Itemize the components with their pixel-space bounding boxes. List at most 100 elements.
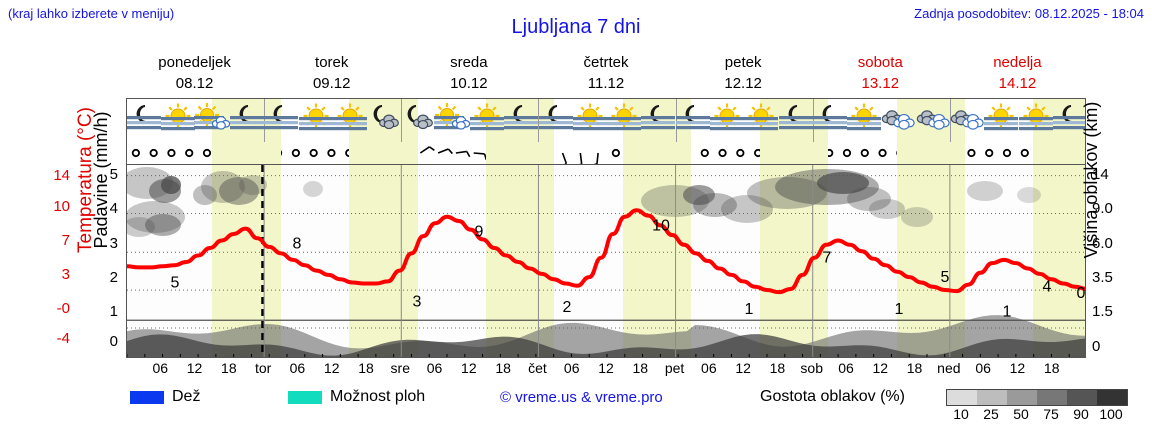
cloud-height-tick: 14 bbox=[1092, 166, 1109, 183]
day-name: petek bbox=[724, 54, 762, 71]
moon-cloud-icon bbox=[398, 101, 438, 141]
plot-svg: 5 8 3 9 2 10 1 7 1 5 1 4 0 bbox=[127, 165, 1085, 357]
day-date: 12.12 bbox=[724, 75, 762, 92]
time-tick-label: 12 bbox=[1009, 360, 1026, 376]
location-menu-note[interactable]: (kraj lahko izberete v meniju) bbox=[8, 6, 175, 21]
rain-legend-swatch bbox=[130, 391, 164, 404]
showers-legend-swatch bbox=[288, 391, 322, 404]
cloud-icon bbox=[913, 101, 953, 141]
cloud-density-gradient-bar bbox=[946, 389, 1128, 406]
temperature-point-label: 1 bbox=[895, 301, 904, 318]
day-header-torek: torek 09.12 bbox=[263, 52, 400, 96]
moon-cloud-icon bbox=[364, 101, 404, 141]
time-tick-label: ned bbox=[937, 360, 961, 376]
time-tick-label: 18 bbox=[1043, 360, 1060, 376]
day-name: ponedeljek bbox=[158, 54, 231, 71]
plot-daylight-band bbox=[623, 165, 692, 357]
time-tick-label: sre bbox=[390, 360, 411, 376]
temperature-point-label: 5 bbox=[941, 269, 950, 286]
time-tick-label: 18 bbox=[769, 360, 786, 376]
temperature-curve bbox=[127, 208, 1085, 295]
wind-daylight-band bbox=[349, 142, 419, 164]
day-name: sreda bbox=[450, 54, 488, 71]
cloud-density-swatch bbox=[1097, 390, 1127, 405]
moon-icon bbox=[261, 101, 301, 141]
wind-daylight-band bbox=[486, 142, 555, 164]
icon-daylight-band bbox=[1033, 99, 1085, 142]
day-header-row: ponedeljek 08.12 torek 09.12 sreda 10.12 četrt… bbox=[126, 52, 1086, 96]
day-date: 10.12 bbox=[450, 75, 488, 92]
moon-icon bbox=[501, 101, 541, 141]
wind-daylight-band bbox=[760, 142, 829, 164]
cloud-density-swatch bbox=[1067, 390, 1097, 405]
time-tick-label: 06 bbox=[563, 360, 580, 376]
temperature-point-label: 1 bbox=[745, 301, 754, 318]
precipitation-tick: 3 bbox=[109, 235, 118, 252]
time-tick-label: 18 bbox=[632, 360, 649, 376]
cloud-height-tick: 3.5 bbox=[1092, 269, 1113, 286]
temperature-point-label: 3 bbox=[413, 294, 422, 311]
moon-icon bbox=[1050, 101, 1085, 141]
day-separator bbox=[675, 99, 677, 142]
sun-icon bbox=[1016, 101, 1056, 141]
day-separator bbox=[949, 99, 951, 142]
sun-icon bbox=[296, 101, 336, 141]
cloud-density-tick: 75 bbox=[1043, 406, 1059, 422]
sun-icon bbox=[981, 101, 1021, 141]
time-tick-label: 12 bbox=[461, 360, 477, 376]
time-tick-label: 06 bbox=[289, 360, 306, 376]
temperature-point-label: 10 bbox=[652, 217, 670, 234]
temperature-point-label: 1 bbox=[1003, 303, 1012, 320]
day-date: 14.12 bbox=[998, 75, 1037, 92]
temperature-tick: 7 bbox=[61, 232, 70, 249]
temperature-tick: 3 bbox=[61, 266, 70, 283]
moon-icon bbox=[638, 101, 678, 141]
time-tick-label: 06 bbox=[701, 360, 717, 376]
cloud-density-tick: 90 bbox=[1073, 406, 1089, 422]
copyright-label[interactable]: © vreme.us & vreme.pro bbox=[500, 389, 663, 406]
plot-daylight-band bbox=[760, 165, 829, 357]
cloud-icon bbox=[878, 101, 918, 141]
cloud-height-tick: 9.0 bbox=[1092, 200, 1113, 217]
moon-icon bbox=[127, 101, 164, 141]
day-header-nedelja: nedelja 14.12 bbox=[949, 52, 1086, 96]
sun-icon bbox=[844, 101, 884, 141]
sun-icon bbox=[158, 101, 198, 141]
time-tick-label: 12 bbox=[872, 360, 889, 376]
time-tick-label: sob bbox=[800, 360, 823, 376]
rain-legend-label: Dež bbox=[172, 388, 201, 405]
meteogram-plot: 5 8 3 9 2 10 1 7 1 5 1 4 0 bbox=[126, 164, 1086, 358]
wind-daylight-band bbox=[623, 142, 692, 164]
day-header-ponedeljek: ponedeljek 08.12 bbox=[126, 52, 263, 96]
time-tick-label: 18 bbox=[358, 360, 374, 376]
day-name: torek bbox=[315, 54, 349, 71]
day-name: četrtek bbox=[583, 54, 629, 71]
time-tick-label: 12 bbox=[186, 360, 203, 376]
showers-legend-label: Možnost ploh bbox=[330, 388, 426, 405]
wind-daylight-band bbox=[1033, 142, 1085, 164]
temperature-tick: -4 bbox=[56, 330, 70, 347]
precipitation-tick: 2 bbox=[109, 269, 118, 286]
day-separator bbox=[264, 99, 266, 142]
day-header-sreda: sreda 10.12 bbox=[400, 52, 537, 96]
day-header-sobota: sobota 13.12 bbox=[812, 52, 949, 96]
day-separator bbox=[812, 99, 814, 142]
time-tick-label: 18 bbox=[906, 360, 923, 376]
cloud-density-field bbox=[127, 167, 1085, 357]
wind-barb-strip bbox=[126, 142, 1086, 164]
cloud-density-tick-labels: 10 25 50 75 90 100 bbox=[946, 406, 1126, 422]
day-date: 13.12 bbox=[861, 75, 900, 92]
time-tick-label: pet bbox=[664, 360, 685, 376]
moon-icon bbox=[673, 101, 713, 141]
day-header-četrtek: četrtek 11.12 bbox=[537, 52, 674, 96]
cloud-height-tick: 6.0 bbox=[1092, 235, 1113, 252]
precipitation-tick: 4 bbox=[109, 200, 118, 217]
cloud-height-tick: 0 bbox=[1092, 338, 1101, 355]
time-tick-label: 06 bbox=[152, 360, 169, 376]
precipitation-tick: 5 bbox=[109, 166, 118, 183]
cloud-density-swatch bbox=[1007, 390, 1037, 405]
time-tick-label: 12 bbox=[598, 360, 614, 376]
temperature-point-label: 7 bbox=[823, 249, 832, 266]
moon-icon bbox=[227, 101, 267, 141]
